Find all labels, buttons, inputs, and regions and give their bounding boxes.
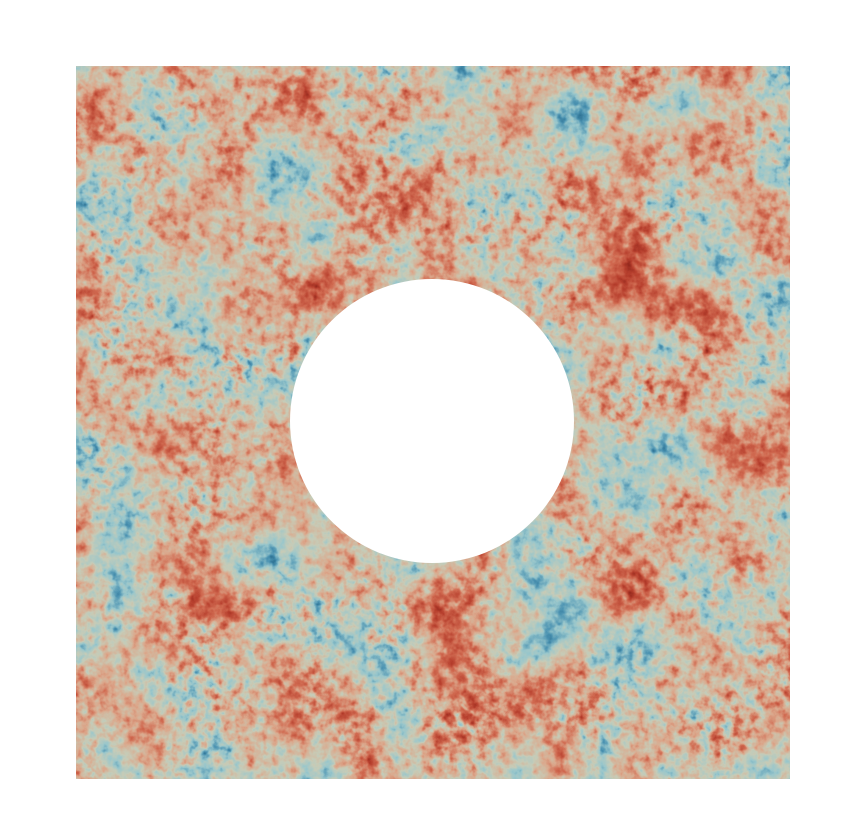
field-region — [76, 66, 790, 779]
random-field — [76, 66, 790, 779]
